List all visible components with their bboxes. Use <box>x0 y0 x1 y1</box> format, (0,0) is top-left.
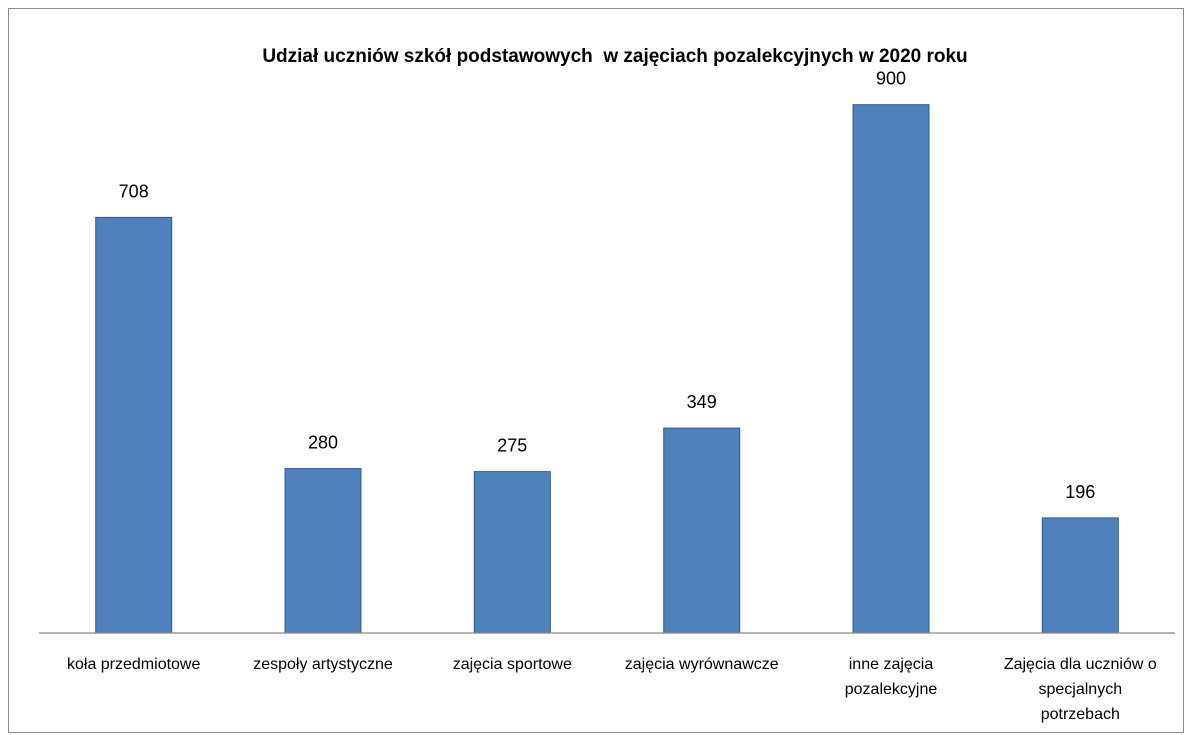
bar-chart: Udział uczniów szkół podstawowych w zaję… <box>39 46 1175 723</box>
bar-0 <box>95 216 173 634</box>
chart-frame: Udział uczniów szkół podstawowych w zaję… <box>8 8 1184 733</box>
data-label-0: 708 <box>119 181 149 201</box>
data-label-5: 196 <box>1065 482 1095 502</box>
category-label-line: Zajęcia dla uczniów o <box>1004 656 1157 673</box>
category-label-5: Zajęcia dla uczniów o specjalnych potrzeba… <box>1004 656 1157 723</box>
category-label-3: zajęcia wyrównawcze <box>625 656 779 673</box>
bar-2 <box>473 471 551 634</box>
category-label-line: zajęcia wyrównawcze <box>625 656 779 673</box>
data-label-2: 275 <box>497 436 527 456</box>
category-label-line: zespoły artystyczne <box>253 656 393 673</box>
labels-layer: 708 koła przedmiotowe 280 zespoły artystycz… <box>67 69 1157 723</box>
data-label-3: 349 <box>687 392 717 412</box>
category-label-line: potrzebach <box>1041 706 1120 723</box>
bar-4 <box>852 104 930 634</box>
category-label-line: inne zajęcia <box>849 656 934 673</box>
category-label-0: koła przedmiotowe <box>67 656 201 673</box>
category-label-line: pozalekcyjne <box>845 681 938 698</box>
category-label-line: koła przedmiotowe <box>67 656 201 673</box>
category-label-line: specjalnych <box>1038 681 1122 698</box>
bar-1 <box>284 468 362 634</box>
bar-5 <box>1041 517 1119 634</box>
category-label-line: zajęcia sportowe <box>453 656 572 673</box>
category-label-2: zajęcia sportowe <box>453 656 572 673</box>
bars-layer <box>95 104 1119 634</box>
category-label-1: zespoły artystyczne <box>253 656 393 673</box>
data-label-4: 900 <box>876 69 906 89</box>
category-label-4: inne zajęcia pozalekcyjne <box>845 656 938 698</box>
chart-title: Udział uczniów szkół podstawowych w zaję… <box>262 46 967 67</box>
bar-3 <box>663 427 741 634</box>
data-label-1: 280 <box>308 433 338 453</box>
